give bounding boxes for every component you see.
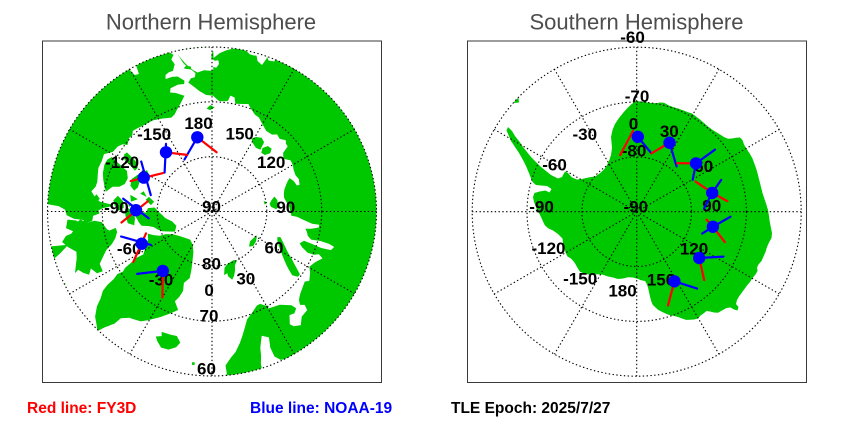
svg-text:180: 180 [184, 114, 212, 133]
svg-text:-90: -90 [624, 198, 649, 217]
svg-text:-70: -70 [625, 87, 650, 106]
svg-text:30: 30 [236, 270, 255, 289]
svg-text:-120: -120 [531, 239, 565, 258]
svg-text:-30: -30 [573, 125, 598, 144]
svg-text:0: 0 [204, 281, 213, 300]
svg-text:0: 0 [629, 115, 638, 134]
svg-text:60: 60 [265, 238, 284, 257]
svg-text:70: 70 [200, 307, 219, 326]
svg-text:Southern Hemisphere: Southern Hemisphere [529, 9, 743, 34]
svg-text:60: 60 [197, 360, 216, 379]
svg-text:Red line: FY3D: Red line: FY3D [27, 400, 136, 417]
svg-text:-150: -150 [563, 270, 597, 289]
svg-text:-60: -60 [117, 239, 142, 258]
svg-text:-150: -150 [137, 125, 171, 144]
svg-text:-60: -60 [542, 156, 567, 175]
svg-text:-90: -90 [104, 198, 129, 217]
svg-text:80: 80 [202, 254, 221, 273]
svg-text:30: 30 [660, 122, 679, 141]
svg-text:90: 90 [202, 198, 221, 217]
svg-text:90: 90 [276, 198, 295, 217]
svg-text:150: 150 [226, 125, 254, 144]
svg-text:150: 150 [647, 271, 675, 290]
svg-text:-120: -120 [105, 153, 139, 172]
svg-text:TLE Epoch: 2025/7/27: TLE Epoch: 2025/7/27 [451, 400, 610, 417]
svg-text:180: 180 [608, 282, 636, 301]
svg-text:Northern Hemisphere: Northern Hemisphere [106, 9, 316, 34]
svg-text:-60: -60 [620, 28, 645, 47]
svg-text:-90: -90 [529, 198, 554, 217]
svg-text:-80: -80 [622, 142, 647, 161]
svg-text:120: 120 [257, 153, 285, 172]
svg-text:Blue line: NOAA-19: Blue line: NOAA-19 [250, 400, 392, 417]
